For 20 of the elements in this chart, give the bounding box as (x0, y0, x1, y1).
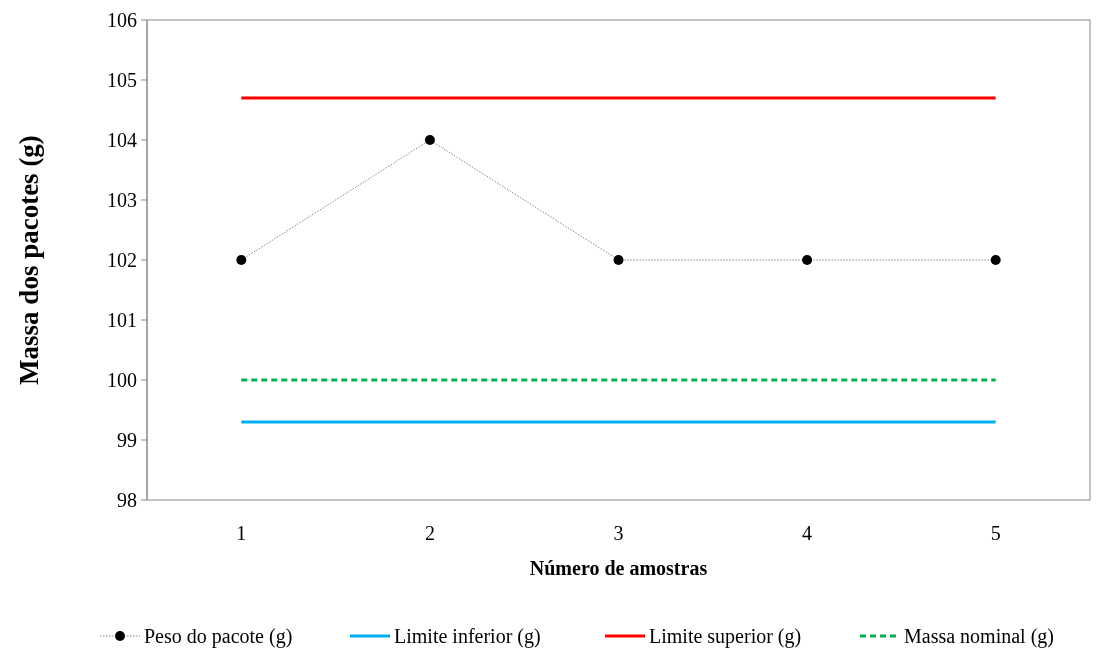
legend-label: Massa nominal (g) (904, 625, 1054, 648)
legend-label: Peso do pacote (g) (144, 625, 293, 648)
y-axis-title: Massa dos pacotes (g) (14, 135, 44, 385)
y-tick-label: 102 (107, 249, 137, 271)
y-tick-label: 98 (117, 489, 137, 511)
y-tick-label: 101 (107, 309, 137, 331)
x-axis-title: Número de amostras (529, 557, 708, 579)
x-tick-label: 1 (236, 522, 247, 544)
x-tick-label: 5 (990, 522, 1001, 544)
y-tick-label: 100 (107, 369, 137, 391)
x-tick-label: 2 (424, 522, 435, 544)
legend-label: Limite superior (g) (649, 625, 802, 648)
y-tick-label: 105 (107, 69, 137, 91)
y-tick-label: 104 (107, 129, 137, 151)
x-tick-label: 4 (802, 522, 813, 544)
y-tick-label: 106 (107, 9, 137, 31)
legend-label: Limite inferior (g) (394, 625, 541, 648)
y-tick-label: 103 (107, 189, 137, 211)
y-tick-label: 99 (117, 429, 137, 451)
x-tick-label: 3 (613, 522, 624, 544)
